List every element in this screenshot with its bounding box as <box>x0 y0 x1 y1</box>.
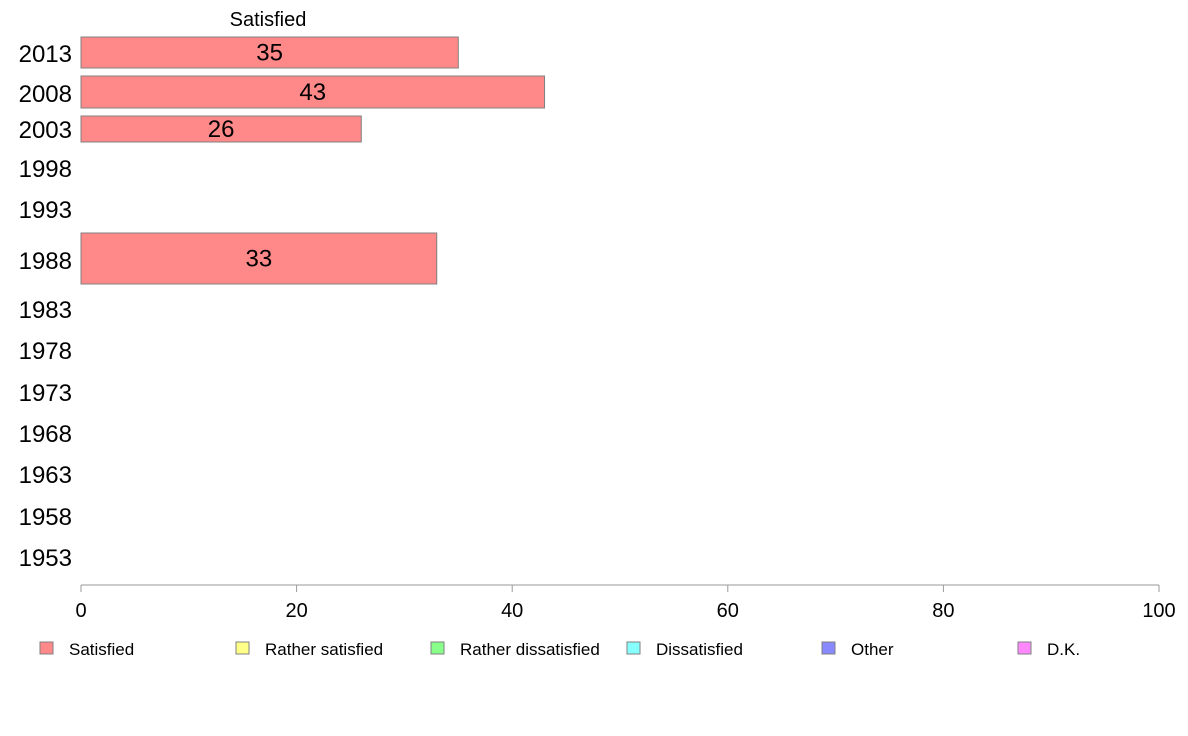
y-tick-label-2003: 2003 <box>19 117 72 144</box>
x-tick-label-80: 80 <box>932 600 954 622</box>
legend-swatch-4 <box>821 641 836 655</box>
legend-swatch-2 <box>430 641 445 655</box>
x-tick-label-60: 60 <box>717 600 739 622</box>
bars-group: 35 43 26 33 <box>80 36 546 285</box>
bar-2008 <box>80 75 546 109</box>
y-axis-labels: 2013 2008 2003 1998 1993 1988 1983 1978 1973 1968… <box>19 41 72 572</box>
legend-swatch-0 <box>39 641 54 655</box>
y-tick-label-1998: 1998 <box>19 156 72 183</box>
y-tick-label-1978: 1978 <box>19 338 72 365</box>
legend-swatch-3 <box>626 641 641 655</box>
legend-label-2: Rather dissatisfied <box>460 640 600 659</box>
legend-label-1: Rather satisfied <box>265 640 383 659</box>
x-tick-label-100: 100 <box>1142 600 1175 622</box>
legend-label-3: Dissatisfied <box>656 640 743 659</box>
legend-label-4: Other <box>851 640 894 659</box>
chart-title: Satisfied <box>230 9 307 31</box>
data-label-2003: 26 <box>208 116 235 143</box>
y-tick-label-1958: 1958 <box>19 504 72 531</box>
legend-item-2: Rather dissatisfied <box>430 640 600 659</box>
legend-item-4: Other <box>821 640 894 659</box>
y-tick-label-2013: 2013 <box>19 41 72 68</box>
y-tick-label-1983: 1983 <box>19 297 72 324</box>
legend-item-0: Satisfied <box>39 640 134 659</box>
legend: Satisfied Rather satisfied Rather dissatis… <box>39 640 1080 659</box>
legend-item-1: Rather satisfied <box>235 640 383 659</box>
data-label-2008: 43 <box>299 79 326 106</box>
x-tick-label-40: 40 <box>501 600 523 622</box>
y-tick-label-1973: 1973 <box>19 380 72 407</box>
legend-swatch-5 <box>1017 641 1032 655</box>
legend-item-3: Dissatisfied <box>626 640 743 659</box>
x-tick-label-0: 0 <box>75 600 86 622</box>
legend-item-5: D.K. <box>1017 640 1080 659</box>
x-axis: 0 20 40 60 80 100 <box>75 584 1176 622</box>
bar-1988 <box>80 232 438 285</box>
y-tick-label-1963: 1963 <box>19 462 72 489</box>
y-tick-label-1993: 1993 <box>19 197 72 224</box>
x-tick-label-20: 20 <box>285 600 307 622</box>
legend-label-0: Satisfied <box>69 640 134 659</box>
bar-2003 <box>80 115 362 143</box>
y-tick-label-2008: 2008 <box>19 81 72 108</box>
legend-swatch-1 <box>235 641 250 655</box>
y-tick-label-1968: 1968 <box>19 421 72 448</box>
legend-label-5: D.K. <box>1047 640 1080 659</box>
data-label-1988: 33 <box>246 246 273 273</box>
bar-2013 <box>80 36 459 69</box>
y-tick-label-1988: 1988 <box>19 248 72 275</box>
data-label-2013: 35 <box>256 40 283 67</box>
y-tick-label-1953: 1953 <box>19 545 72 572</box>
